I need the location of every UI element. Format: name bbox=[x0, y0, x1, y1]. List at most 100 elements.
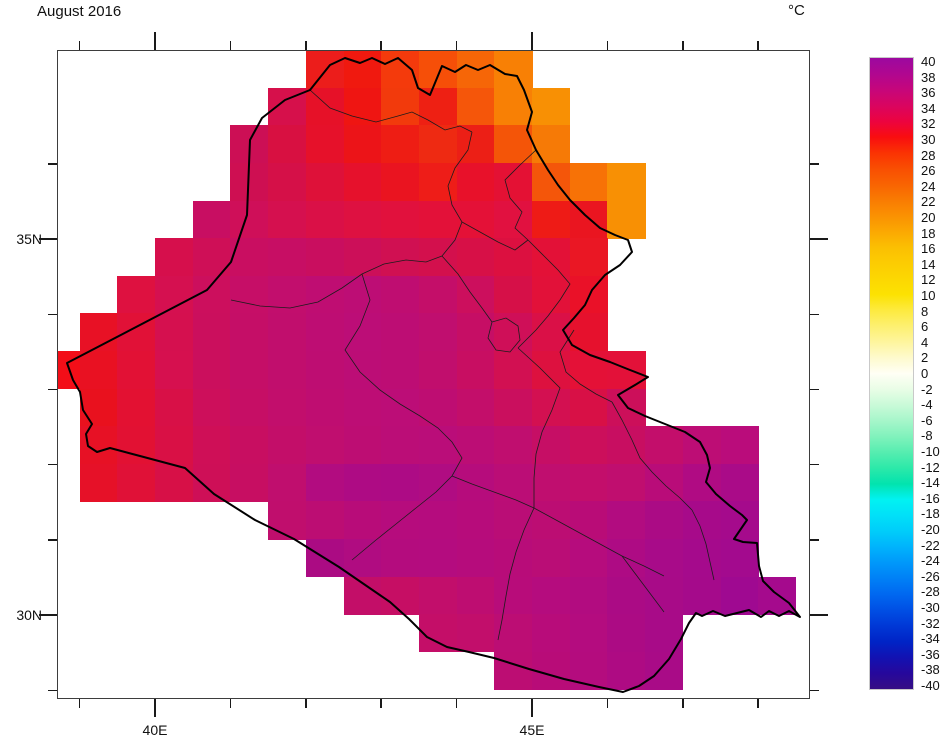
grid-cell bbox=[645, 463, 684, 502]
axis-tick bbox=[757, 41, 759, 50]
axis-tick bbox=[810, 539, 819, 541]
colorbar-tick-label: -6 bbox=[921, 412, 933, 428]
axis-tick bbox=[810, 614, 828, 616]
grid-cell bbox=[230, 200, 269, 239]
axis-tick bbox=[606, 699, 609, 708]
grid-cell bbox=[155, 463, 194, 502]
grid-cell bbox=[532, 501, 571, 540]
axis-tick bbox=[48, 539, 57, 541]
grid-cell bbox=[268, 313, 307, 352]
grid-cell bbox=[343, 501, 382, 540]
axis-tick bbox=[606, 41, 609, 50]
colorbar-tick-label: -14 bbox=[921, 475, 940, 491]
grid-cell bbox=[305, 463, 345, 502]
grid-cell bbox=[569, 426, 608, 465]
grid-cell bbox=[230, 275, 269, 314]
grid-cell bbox=[268, 388, 307, 427]
grid-cell bbox=[720, 426, 759, 465]
grid-cell bbox=[117, 388, 156, 427]
grid-cell bbox=[79, 463, 118, 502]
grid-cell bbox=[569, 614, 608, 653]
grid-cell bbox=[79, 351, 118, 390]
grid-cell bbox=[494, 388, 533, 427]
grid-cell bbox=[532, 125, 571, 164]
grid-cell bbox=[343, 313, 382, 352]
colorbar-tick-label: -10 bbox=[921, 444, 940, 459]
axis-tick bbox=[810, 238, 828, 240]
grid-cell bbox=[381, 351, 420, 390]
grid-cell bbox=[645, 614, 684, 653]
grid-cell bbox=[456, 125, 495, 164]
grid-cell bbox=[79, 388, 118, 427]
axis-tick bbox=[154, 32, 156, 50]
axis-tick bbox=[78, 699, 81, 708]
axis-tick bbox=[305, 41, 307, 50]
grid-cell bbox=[155, 238, 194, 277]
grid-cell bbox=[758, 576, 797, 615]
grid-cell bbox=[230, 351, 269, 390]
axis-tick bbox=[48, 689, 57, 692]
grid-cell bbox=[381, 576, 420, 615]
grid-cell bbox=[343, 426, 382, 465]
grid-cell bbox=[305, 200, 345, 239]
grid-cell bbox=[569, 351, 608, 390]
grid-cell bbox=[305, 501, 345, 540]
grid-cell bbox=[456, 87, 495, 126]
grid-cell bbox=[569, 576, 608, 615]
grid-cell bbox=[381, 50, 420, 89]
grid-cell bbox=[381, 388, 420, 427]
grid-cell bbox=[343, 200, 382, 239]
grid-cell bbox=[381, 200, 420, 239]
grid-cell bbox=[418, 200, 458, 239]
grid-cell bbox=[418, 238, 458, 277]
grid-cell bbox=[305, 50, 345, 89]
colorbar-tick-label: -40 bbox=[921, 678, 940, 693]
colorbar-tick-label: 4 bbox=[921, 334, 929, 350]
grid-cell bbox=[418, 501, 458, 540]
grid-cell bbox=[418, 125, 458, 164]
grid-cell bbox=[117, 463, 156, 502]
grid-cell bbox=[494, 163, 533, 202]
map-plot-area bbox=[57, 50, 810, 699]
colorbar-tick-label: -2 bbox=[921, 381, 933, 397]
grid-cell bbox=[569, 313, 608, 352]
grid-cell bbox=[607, 463, 646, 502]
grid-cell bbox=[381, 275, 420, 314]
colorbar-tick-label: 12 bbox=[921, 272, 936, 288]
grid-cell bbox=[381, 313, 420, 352]
colorbar-tick-label: -32 bbox=[921, 615, 940, 631]
grid-cell bbox=[645, 501, 684, 540]
grid-cell bbox=[569, 388, 608, 427]
axis-tick bbox=[229, 41, 232, 50]
grid-cell bbox=[155, 388, 194, 427]
grid-cell bbox=[418, 313, 458, 352]
grid-cell bbox=[418, 539, 458, 578]
colorbar-tick-label: -38 bbox=[921, 662, 940, 678]
grid-cell bbox=[268, 426, 307, 465]
grid-cell bbox=[343, 576, 382, 615]
grid-cell bbox=[569, 463, 608, 502]
grid-cell bbox=[305, 87, 345, 126]
grid-cell bbox=[532, 576, 571, 615]
grid-cell bbox=[343, 388, 382, 427]
grid-cell bbox=[192, 463, 231, 502]
grid-cell bbox=[456, 501, 495, 540]
colorbar-tick-label: 0 bbox=[921, 366, 929, 381]
colorbar-tick-label: -36 bbox=[921, 646, 940, 662]
grid-cell bbox=[155, 426, 194, 465]
colorbar-tick-label: -20 bbox=[921, 522, 940, 537]
grid-cell bbox=[230, 388, 269, 427]
x-axis-label: 40E bbox=[142, 722, 168, 738]
grid-cell bbox=[268, 351, 307, 390]
grid-cell bbox=[192, 200, 231, 239]
colorbar-tick-label: -16 bbox=[921, 490, 940, 506]
grid-cell bbox=[343, 275, 382, 314]
grid-cell bbox=[418, 614, 458, 653]
colorbar-tick-label: 30 bbox=[921, 132, 936, 147]
grid-cell bbox=[532, 426, 571, 465]
colorbar-tick-label: 22 bbox=[921, 194, 936, 210]
grid-cell bbox=[682, 426, 722, 465]
chart-title: August 2016 bbox=[37, 3, 122, 20]
colorbar-tick-label: 32 bbox=[921, 116, 936, 132]
